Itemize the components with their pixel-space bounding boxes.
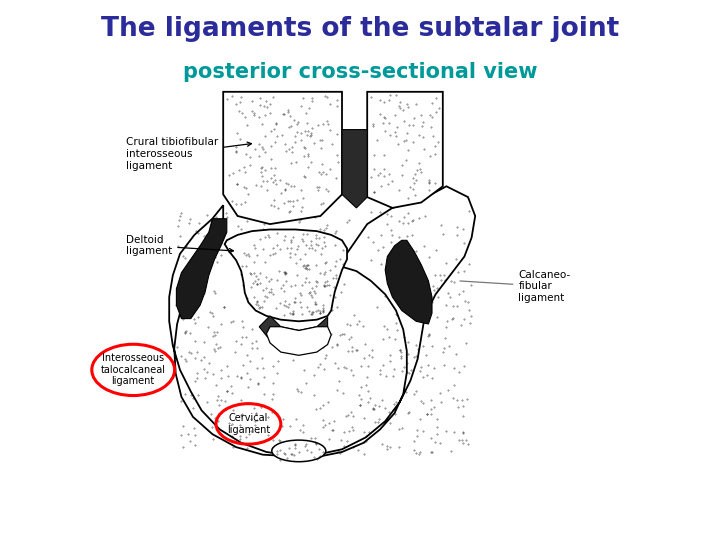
Text: Deltoid
ligament: Deltoid ligament <box>126 235 233 256</box>
Polygon shape <box>259 316 328 345</box>
Polygon shape <box>169 186 475 456</box>
Text: The ligaments of the subtalar joint: The ligaments of the subtalar joint <box>101 16 619 42</box>
Polygon shape <box>342 130 367 208</box>
Text: Crural tibiofibular
interosseous
ligament: Crural tibiofibular interosseous ligamen… <box>126 137 251 171</box>
Polygon shape <box>367 92 443 208</box>
Polygon shape <box>223 92 342 224</box>
Polygon shape <box>266 327 331 355</box>
Polygon shape <box>225 230 347 321</box>
Text: Interosseous
talocalcaneal
ligament: Interosseous talocalcaneal ligament <box>101 353 166 387</box>
Polygon shape <box>385 240 432 324</box>
Polygon shape <box>176 219 227 319</box>
Text: Calcaneo-
fibular
ligament: Calcaneo- fibular ligament <box>460 269 571 303</box>
Text: Cervical
ligament: Cervical ligament <box>227 413 270 435</box>
Ellipse shape <box>272 440 325 462</box>
Text: posterior cross-sectional view: posterior cross-sectional view <box>183 62 537 82</box>
